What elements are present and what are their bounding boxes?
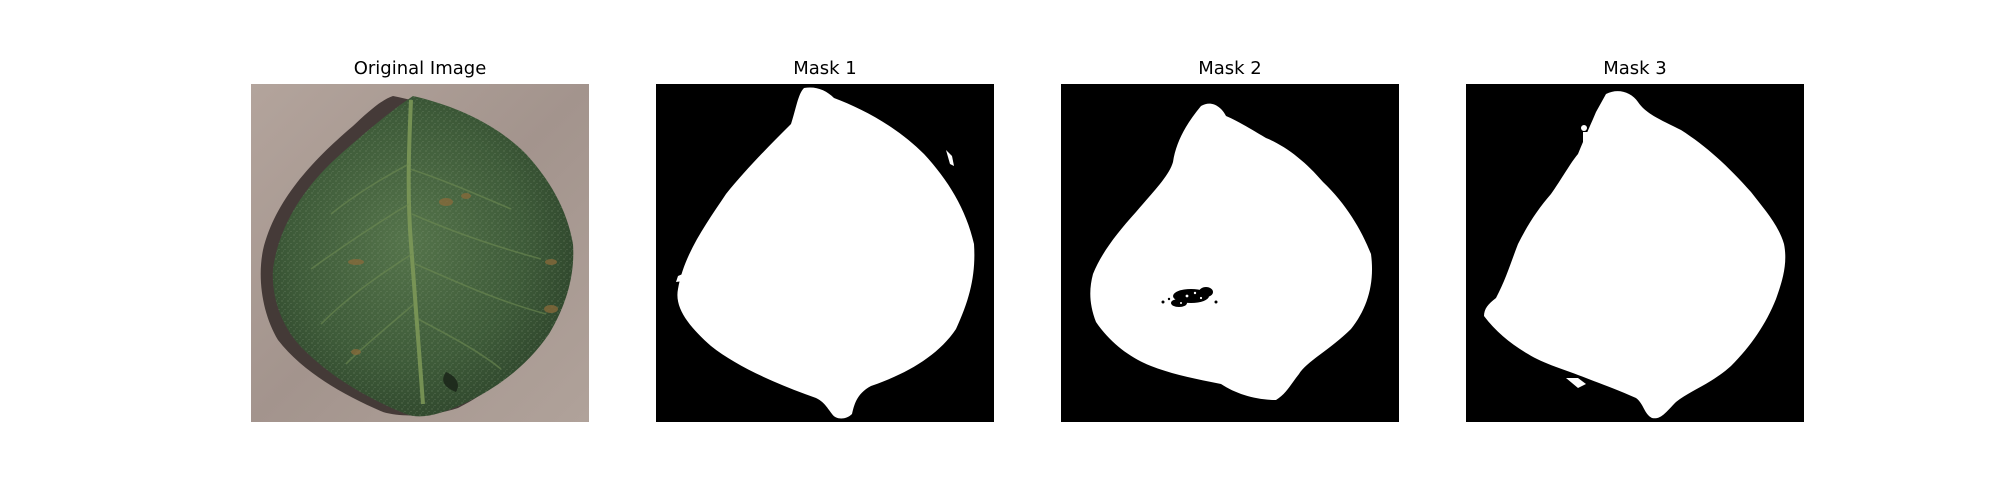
mask-1-image xyxy=(656,84,994,422)
panel-title: Mask 3 xyxy=(1603,58,1667,79)
panel-original-image: Original Image xyxy=(251,0,589,500)
panel-mask-1: Mask 1 xyxy=(656,0,994,500)
panel-title: Original Image xyxy=(353,58,487,79)
panel-title: Mask 1 xyxy=(793,58,857,79)
panel-title: Mask 2 xyxy=(1198,58,1262,79)
mask-2-image xyxy=(1061,84,1399,422)
panel-mask-2: Mask 2 xyxy=(1061,0,1399,500)
panel-mask-3: Mask 3 xyxy=(1466,0,1804,500)
original-leaf-image xyxy=(251,84,589,422)
mask-3-image xyxy=(1466,84,1804,422)
